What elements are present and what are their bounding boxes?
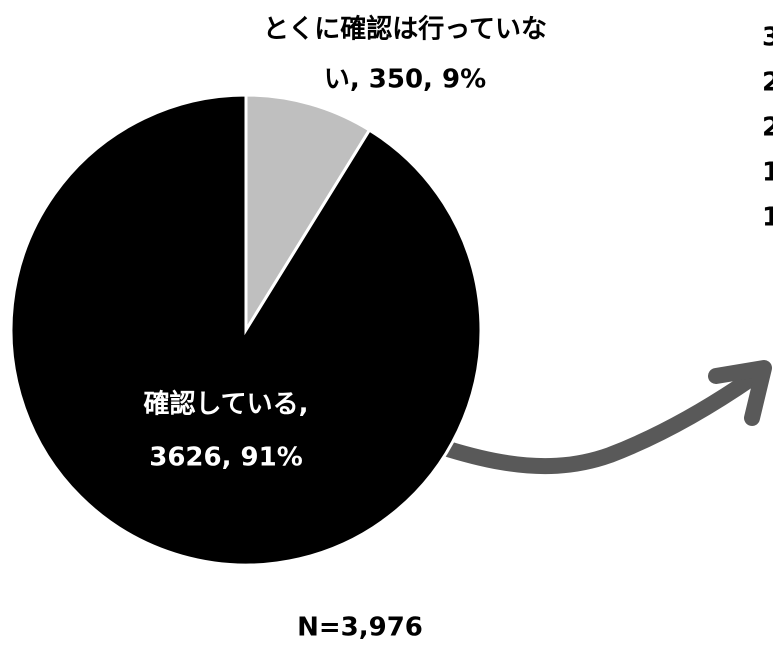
sample-size-note: N=3,976 <box>297 613 423 643</box>
slice-label: い, 350, 9% <box>324 65 486 95</box>
slice-label: 3626, 91% <box>149 443 303 473</box>
clipped-label: 2 <box>762 113 773 143</box>
clipped-label: 3 <box>762 23 773 53</box>
clipped-label: 1 <box>762 203 773 233</box>
slice-label: とくに確認は行っていな <box>263 14 547 45</box>
clipped-label: 2 <box>762 68 773 98</box>
pie-slice <box>9 93 483 567</box>
pie-slice <box>244 93 372 336</box>
arrow-head <box>708 360 772 426</box>
slice-label: 確認している, <box>143 389 308 420</box>
clipped-label: 1 <box>762 158 773 188</box>
